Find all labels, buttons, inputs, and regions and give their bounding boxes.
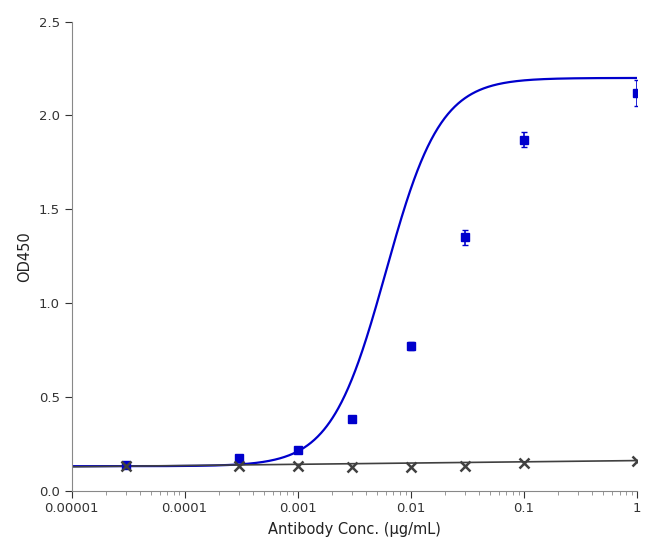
Y-axis label: OD450: OD450 xyxy=(16,231,32,281)
X-axis label: Antibody Conc. (μg/mL): Antibody Conc. (μg/mL) xyxy=(268,522,441,537)
